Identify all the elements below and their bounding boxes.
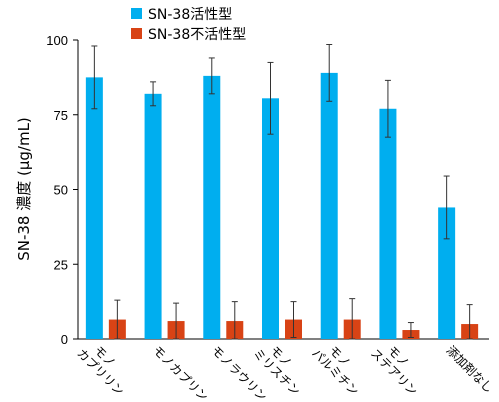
y-axis-label: SN-38 濃度 (µg/mL) bbox=[15, 117, 33, 261]
x-tick-label: モノカプリリン bbox=[74, 336, 136, 398]
y-tick-label: 25 bbox=[54, 257, 68, 272]
y-tick-label: 100 bbox=[46, 33, 68, 48]
bars-group bbox=[85, 43, 479, 340]
bar-active bbox=[262, 98, 279, 340]
x-tick-label: 添加剤なし bbox=[444, 343, 497, 396]
bar-active bbox=[85, 77, 103, 339]
x-tick-label: モノステアリン bbox=[368, 336, 430, 398]
legend-label: SN-38不活性型 bbox=[148, 27, 246, 43]
legend-swatch bbox=[131, 28, 142, 39]
bar-active bbox=[144, 93, 162, 339]
legend-label: SN-38活性型 bbox=[148, 7, 232, 23]
bar-active bbox=[379, 108, 397, 340]
bar-active bbox=[203, 75, 221, 339]
y-tick-label: 50 bbox=[54, 183, 68, 198]
y-tick-label: 75 bbox=[54, 108, 68, 123]
y-tick-label: 0 bbox=[61, 332, 68, 347]
bar-active bbox=[438, 207, 456, 339]
legend: SN-38活性型 SN-38不活性型 bbox=[131, 7, 246, 43]
x-tick-label: モノカプリン bbox=[150, 343, 211, 402]
legend-swatch bbox=[131, 8, 142, 19]
x-tick-label: モノパルミチン bbox=[309, 336, 371, 398]
bar-active bbox=[320, 72, 338, 339]
